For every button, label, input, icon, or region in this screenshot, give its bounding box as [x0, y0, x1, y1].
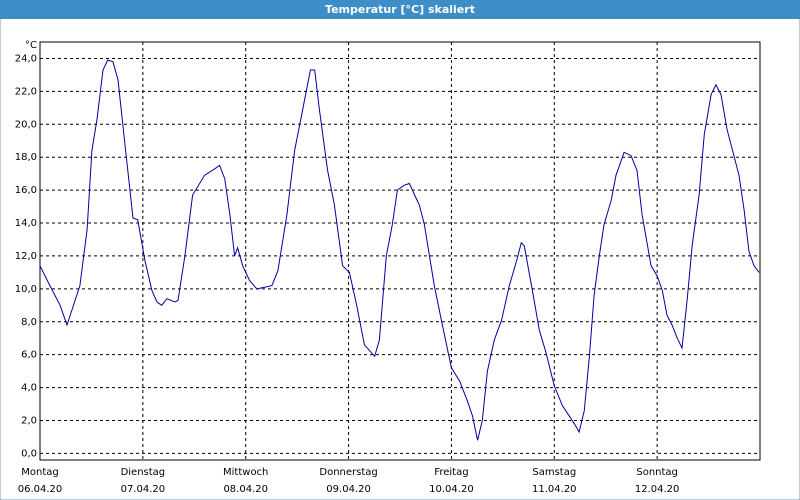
y-tick-label: 16,0 [15, 185, 37, 196]
x-tick-date: 10.04.20 [429, 484, 474, 495]
x-tick-date: 07.04.20 [121, 484, 166, 495]
x-tick-label: Mittwoch [223, 467, 268, 478]
x-tick-label: Samstag [532, 467, 576, 478]
y-tick-label: 14,0 [15, 218, 37, 229]
y-tick-label: 0,0 [21, 448, 37, 459]
y-tick-label: 12,0 [15, 251, 37, 262]
y-tick-label: 18,0 [15, 152, 37, 163]
x-tick-date: 08.04.20 [223, 484, 268, 495]
x-tick-label: Sonntag [636, 467, 678, 478]
chart-title: Temperatur [°C] skaliert [325, 3, 475, 16]
y-unit: °C [25, 40, 37, 51]
x-tick-label: Montag [21, 467, 58, 478]
y-tick-label: 8,0 [21, 317, 37, 328]
temperature-line [39, 59, 760, 441]
y-tick-label: 4,0 [21, 383, 37, 394]
y-tick-label: 2,0 [21, 416, 37, 427]
x-tick-date: 09.04.20 [326, 484, 371, 495]
y-tick-label: 6,0 [21, 350, 37, 361]
y-tick-label: 10,0 [15, 284, 37, 295]
y-tick-label: 20,0 [15, 119, 37, 130]
x-tick-label: Dienstag [121, 467, 166, 478]
x-tick-date: 06.04.20 [18, 484, 63, 495]
x-tick-label: Freitag [434, 467, 468, 478]
x-tick-label: Donnerstag [319, 467, 377, 478]
x-tick-date: 12.04.20 [635, 484, 680, 495]
y-tick-label: 22,0 [15, 86, 37, 97]
x-tick-date: 11.04.20 [532, 484, 577, 495]
y-tick-label: 24,0 [15, 53, 37, 64]
plot-area [39, 41, 761, 461]
title-bar [0, 0, 800, 19]
